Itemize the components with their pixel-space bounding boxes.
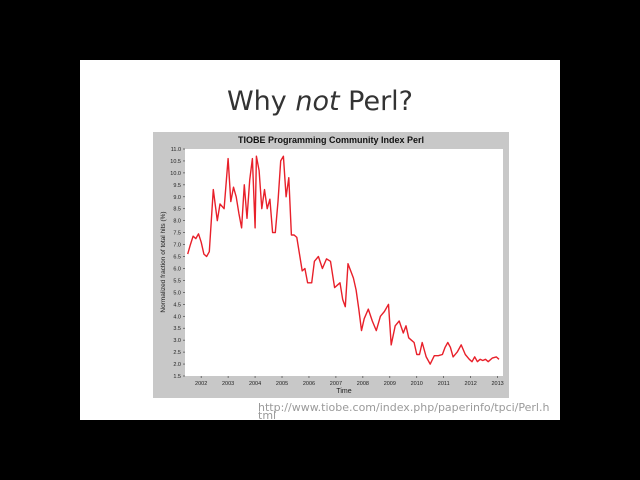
- y-tick-label: 7.5: [173, 231, 181, 237]
- y-tick-label: 3.0: [173, 338, 181, 344]
- y-tick-label: 1.5: [173, 374, 181, 380]
- y-tick-label: 5.5: [173, 278, 181, 284]
- source-url-link[interactable]: http://www.tiobe.com/index.php/paperinfo…: [258, 401, 550, 414]
- x-tick-label: 2012: [465, 381, 477, 387]
- y-tick-label: 2.5: [173, 350, 181, 356]
- x-tick-label: 2007: [330, 381, 342, 387]
- x-tick-label: 2008: [357, 381, 369, 387]
- slide-title-emphasis: not: [295, 86, 340, 117]
- x-tick-label: 2011: [438, 381, 450, 387]
- y-axis-label: Normalized fraction of total hits (%): [160, 211, 167, 312]
- x-tick-label: 2004: [249, 381, 261, 387]
- y-tick-label: 11.0: [171, 147, 181, 153]
- chart-title: TIOBE Programming Community Index Perl: [238, 135, 424, 145]
- y-tick-label: 3.5: [173, 326, 181, 332]
- y-tick-label: 6.0: [173, 266, 181, 272]
- y-tick-label: 5.0: [173, 290, 181, 296]
- y-tick-label: 9.0: [173, 195, 181, 201]
- y-tick-label: 9.5: [173, 183, 181, 189]
- slide-title: Why not Perl?: [80, 86, 560, 117]
- y-tick-label: 10.5: [170, 159, 181, 165]
- x-tick-label: 2003: [222, 381, 234, 387]
- y-axis-ticks: 1.5 2.0 2.5 3.0 3.5 4.0 4.5 5.0 5.5 6.0 6.5 7.0 7.5 8…: [170, 147, 185, 380]
- x-axis-label: Time: [336, 388, 351, 395]
- y-tick-label: 4.5: [173, 302, 181, 308]
- y-tick-label: 6.5: [173, 255, 181, 261]
- y-tick-label: 8.5: [173, 207, 181, 213]
- y-tick-label: 4.0: [173, 314, 181, 320]
- tiobe-line-chart: TIOBE Programming Community Index Perl T…: [160, 135, 504, 395]
- slide-title-prefix: Why: [226, 86, 296, 117]
- y-tick-label: 10.0: [170, 171, 181, 177]
- x-tick-label: 2009: [384, 381, 396, 387]
- x-tick-label: 2013: [491, 381, 503, 387]
- y-tick-label: 2.0: [173, 362, 181, 368]
- y-tick-label: 7.0: [173, 243, 181, 249]
- series-line-perl: [187, 155, 500, 365]
- x-tick-label: 2005: [276, 381, 288, 387]
- x-tick-label: 2006: [303, 381, 315, 387]
- source-url-link-wrap[interactable]: tml: [258, 410, 277, 420]
- x-axis-ticks: 2002 2003 2004 2005 2006 2007 2008 2009 2010 2011…: [195, 376, 504, 387]
- slide-title-suffix: Perl?: [339, 86, 414, 117]
- x-tick-label: 2010: [411, 381, 423, 387]
- y-tick-label: 8.0: [173, 219, 181, 225]
- slide: Why not Perl? TIOBE Programming Communit…: [80, 60, 560, 420]
- chart-frame: TIOBE Programming Community Index Perl T…: [153, 132, 509, 398]
- plot-area: [185, 149, 503, 376]
- x-tick-label: 2002: [195, 381, 207, 387]
